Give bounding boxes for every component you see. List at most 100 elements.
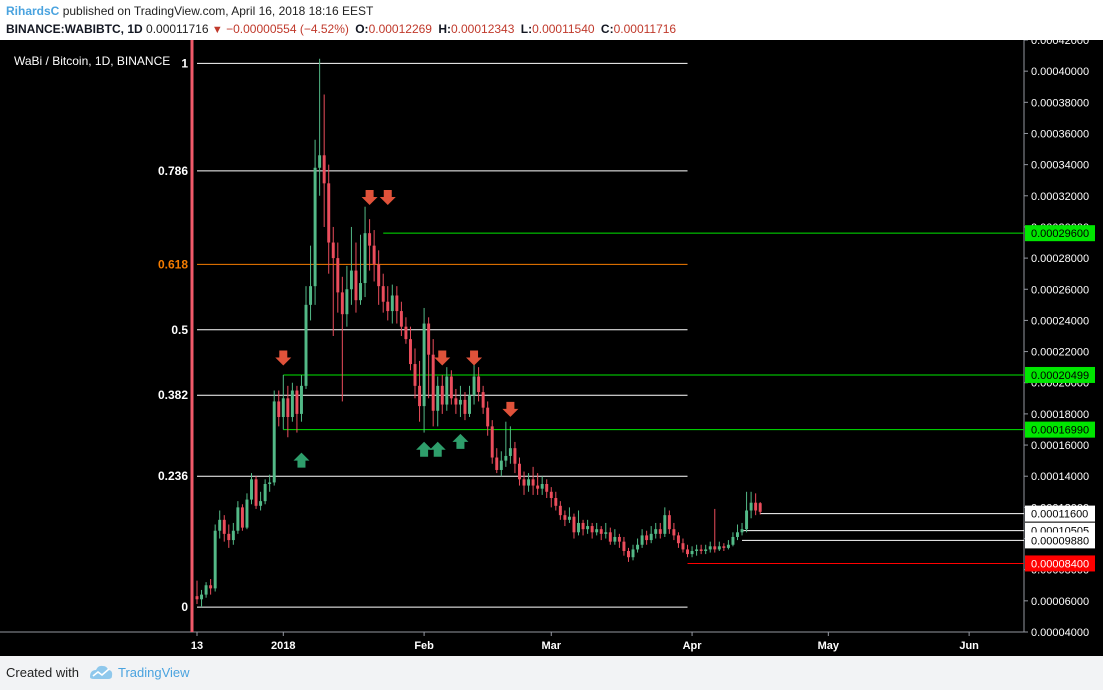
candle-body — [227, 533, 231, 541]
candle-body — [704, 549, 708, 551]
down-arrow-icon — [434, 350, 451, 366]
candle-body — [381, 286, 385, 302]
author-link[interactable]: RihardsC — [6, 4, 60, 18]
candle-body — [218, 519, 222, 531]
candle-body — [617, 536, 621, 542]
candle-body — [581, 522, 585, 530]
price-tick-label: 0.00042000 — [1031, 40, 1089, 47]
candle-body — [295, 390, 299, 414]
candle-body — [672, 529, 676, 536]
price-tick-label: 0.00034000 — [1031, 160, 1089, 172]
candle-body — [259, 501, 263, 506]
candle-body — [499, 460, 503, 470]
candle-body — [667, 515, 671, 530]
down-arrow-icon — [466, 350, 483, 366]
candle-body — [449, 376, 453, 399]
price-tick-label: 0.00038000 — [1031, 97, 1089, 109]
candle-body — [572, 516, 576, 533]
candle-body — [390, 295, 394, 312]
candle-body — [250, 479, 253, 500]
candle-body — [740, 529, 744, 533]
price-tick-label: 0.00006000 — [1031, 596, 1089, 608]
candle-body — [540, 484, 544, 489]
price-tick-label: 0.00028000 — [1031, 253, 1089, 265]
created-with-text: Created with — [6, 665, 79, 680]
candle-body — [290, 390, 294, 418]
candle-body — [440, 385, 444, 405]
tradingview-link[interactable]: TradingView — [118, 665, 190, 680]
fibonacci-retracement[interactable]: 1 0.786 0.618 0.5 0.382 0.236 0 — [158, 56, 688, 614]
price-tick-label: 0.00032000 — [1031, 191, 1089, 203]
candle-body — [613, 536, 617, 542]
horizontal-levels[interactable] — [283, 232, 1024, 564]
candle-body — [422, 323, 426, 407]
candle-body — [281, 398, 285, 418]
fib-level-label: 0.5 — [171, 323, 188, 337]
candle-body — [608, 532, 612, 542]
price-chart[interactable]: 1 0.786 0.618 0.5 0.382 0.236 0 0.00004000 0.00… — [0, 40, 1103, 656]
up-arrow-icon — [429, 441, 446, 457]
high-value: 0.00012343 — [450, 22, 515, 36]
candle-body — [263, 484, 267, 502]
candle-body — [395, 295, 399, 312]
time-tick-label: Mar — [541, 640, 561, 652]
fib-level-label: 1 — [181, 56, 188, 70]
price-tick-label: 0.00040000 — [1031, 66, 1089, 78]
candle-body — [304, 304, 308, 386]
candle-body — [477, 376, 481, 393]
candle-body — [599, 529, 603, 534]
price-tag — [1025, 366, 1095, 383]
candle-body — [486, 407, 490, 427]
price-tag-label: 0.00009880 — [1031, 535, 1089, 547]
candle-body — [240, 507, 244, 528]
candle-body — [427, 323, 431, 355]
candle-body — [490, 426, 494, 458]
candle-body — [309, 286, 313, 305]
candle-body — [699, 549, 703, 551]
candle-body — [436, 385, 440, 411]
candle-body — [331, 242, 335, 259]
candle-body — [481, 392, 485, 408]
candle-body — [354, 270, 358, 301]
candle-body — [404, 326, 408, 340]
candle-body — [549, 491, 553, 499]
candle-body — [345, 289, 349, 315]
candle-body — [200, 594, 204, 600]
last-price: 0.00011716 — [146, 22, 209, 36]
candle-body — [663, 515, 667, 534]
time-axis[interactable]: 13 2018 Feb Mar Apr May Jun — [191, 632, 979, 652]
candle-body — [731, 536, 735, 545]
candle-body — [313, 167, 317, 287]
price-tick-label: 0.00004000 — [1031, 627, 1089, 639]
candle-body — [676, 535, 680, 544]
candle-body — [654, 529, 658, 534]
plot-background — [0, 40, 1024, 632]
candle-body — [554, 498, 558, 506]
candle-body — [690, 550, 694, 555]
candle-body — [649, 533, 653, 541]
chart-title: WaBi / Bitcoin, 1D, BINANCE — [14, 54, 170, 68]
candle-body — [408, 339, 412, 365]
candle-body — [322, 155, 326, 184]
price-change: −0.00000554 (−4.52%) — [226, 22, 349, 36]
time-tick-label: 2018 — [271, 640, 295, 652]
fib-level-label: 0 — [181, 600, 188, 614]
down-arrow-icon — [502, 401, 519, 417]
candle-body — [204, 585, 208, 595]
candle-body — [604, 532, 608, 534]
candle-body — [631, 549, 635, 558]
symbol-line: BINANCE:WABIBTC, 1D 0.00011716 ▼ −0.0000… — [6, 22, 676, 36]
price-tag-label: 0.00029600 — [1031, 228, 1089, 240]
candle-body — [686, 549, 690, 555]
tradingview-logo-icon[interactable] — [88, 663, 114, 681]
candle-body — [195, 596, 199, 600]
candle-body — [595, 529, 599, 533]
low-value: 0.00011540 — [532, 22, 595, 36]
candle-body — [513, 448, 517, 464]
candle-body — [245, 499, 249, 528]
candle-body — [536, 485, 540, 489]
time-tick-label: May — [818, 640, 840, 652]
candle-body — [372, 245, 376, 265]
price-tick-label: 0.00014000 — [1031, 471, 1089, 483]
open-label: O: — [355, 22, 369, 36]
